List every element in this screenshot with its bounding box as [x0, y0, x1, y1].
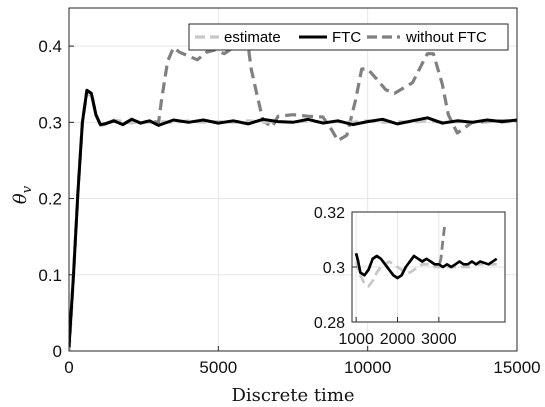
- legend-label-ftc: FTC: [332, 29, 361, 46]
- main-plot: 0 5000 10000 15000 0 0.1 0.2 0.3 0.4: [38, 7, 541, 377]
- y-tick-label: 0.28: [314, 315, 345, 332]
- y-tick-label: 0: [53, 342, 62, 361]
- y-tick-label: 0.1: [38, 266, 62, 285]
- y-axis-label-symbol: θ: [10, 193, 31, 204]
- x-tick-label: 1000: [338, 331, 374, 348]
- y-tick-label: 0.4: [38, 37, 62, 56]
- y-tick-label: 0.2: [38, 190, 62, 209]
- x-tick-label: 2000: [380, 331, 416, 348]
- x-axis-label: Discrete time: [231, 385, 354, 406]
- series-group: [354, 222, 498, 288]
- series-line-ftc: [354, 252, 498, 280]
- legend-label-estimate: estimate: [224, 29, 281, 46]
- y-axis-label: θv: [10, 185, 35, 204]
- x-tick-label: 5000: [199, 358, 237, 377]
- plot-frame: [68, 7, 518, 352]
- series-line-estimate: [354, 260, 497, 288]
- y-tick-label: 0.3: [38, 113, 62, 132]
- legend-box: [188, 23, 509, 51]
- x-tick-label: 10000: [344, 358, 391, 377]
- y-tick-label: 0.32: [314, 205, 345, 222]
- x-tick-label: 15000: [493, 358, 540, 377]
- x-tick-label: 3000: [421, 331, 457, 348]
- x-tick-label: 0: [64, 358, 73, 377]
- series-group: [69, 42, 517, 351]
- inset-plot: 1000 2000 3000 0.28 0.3 0.32: [314, 205, 506, 348]
- y-tick-label: 0.3: [323, 260, 345, 277]
- series-line-ftc: [69, 88, 517, 348]
- legend-label-without-ftc: without FTC: [405, 29, 487, 46]
- legend: estimate FTC without FTC: [188, 23, 509, 51]
- y-axis-label-subscript: v: [20, 185, 35, 193]
